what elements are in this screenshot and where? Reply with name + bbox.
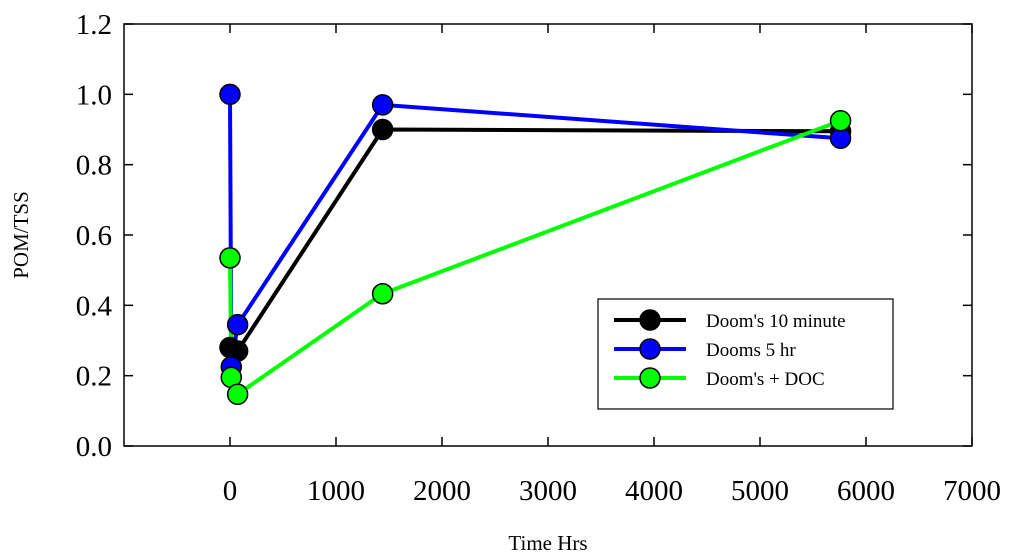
x-tick-label: 5000 — [731, 475, 789, 507]
legend-marker-0 — [639, 309, 661, 331]
data-point-series-2 — [219, 247, 241, 269]
legend-marker-1 — [639, 338, 661, 360]
x-tick-label: 3000 — [519, 475, 577, 507]
x-tick-label: 4000 — [625, 475, 683, 507]
data-point-series-0 — [371, 118, 394, 141]
x-tick-label: 6000 — [837, 475, 895, 507]
legend-items: Doom's 10 minute Dooms 5 hr Doom's + DOC — [614, 309, 846, 390]
x-tick-label: 1000 — [307, 475, 365, 507]
series-layer — [219, 83, 852, 406]
y-axis-ticks: 0.0 0.2 0.4 0.6 0.8 1.0 1.2 — [76, 9, 972, 463]
y-tick-label: 1.0 — [76, 79, 112, 111]
y-tick-label: 0.4 — [76, 290, 113, 322]
data-point-series-2 — [371, 282, 394, 305]
legend-label-2: Doom's + DOC — [706, 369, 825, 390]
data-point-series-1 — [226, 313, 249, 336]
x-tick-label: 0 — [223, 475, 238, 507]
y-tick-label: 1.2 — [76, 9, 112, 41]
data-point-series-1 — [219, 83, 241, 106]
legend: Doom's 10 minute Dooms 5 hr Doom's + DOC — [597, 298, 894, 410]
x-tick-label: 2000 — [413, 475, 471, 507]
data-point-series-1 — [371, 94, 394, 116]
y-tick-label: 0.0 — [76, 431, 112, 463]
legend-label-0: Doom's 10 minute — [706, 311, 846, 332]
legend-label-1: Dooms 5 hr — [706, 340, 796, 361]
data-point-series-2 — [829, 109, 852, 132]
y-axis-title: POM/TSS — [9, 191, 33, 279]
y-tick-label: 0.2 — [76, 361, 112, 393]
legend-marker-2 — [639, 367, 661, 389]
data-point-series-2 — [226, 383, 249, 406]
x-axis-ticks: 0 1000 2000 3000 4000 5000 6000 7000 — [223, 24, 1001, 507]
x-axis-title: Time Hrs — [508, 531, 587, 555]
y-tick-label: 0.6 — [76, 220, 112, 252]
x-tick-label: 7000 — [943, 475, 1001, 507]
y-tick-label: 0.8 — [76, 150, 112, 182]
